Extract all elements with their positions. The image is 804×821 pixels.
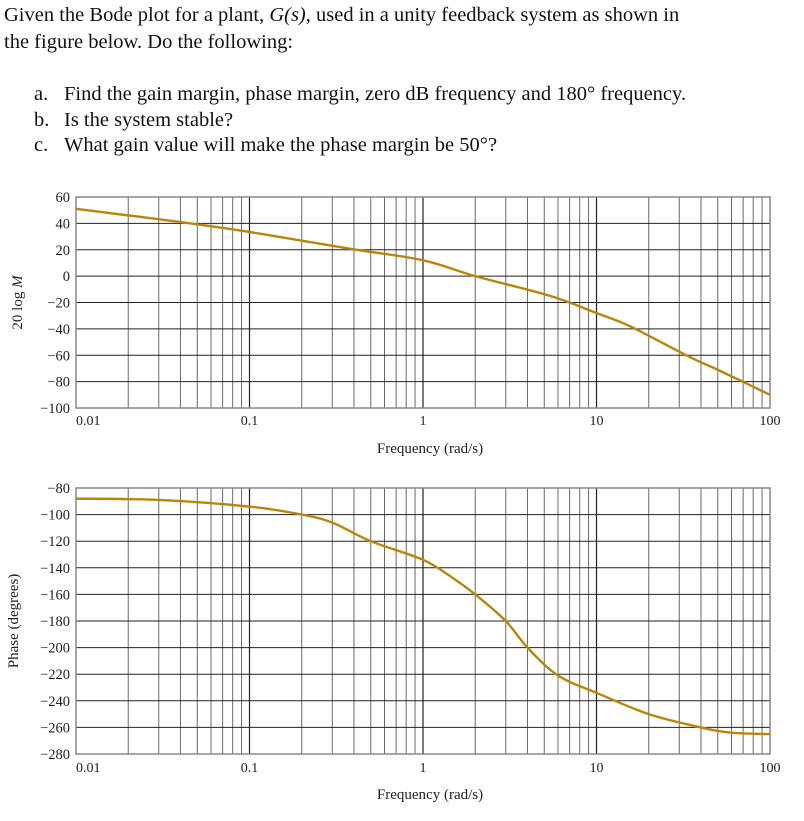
y-tick-label: −120 [40, 534, 70, 550]
x-axis-label: Frequency (rad/s) [377, 441, 483, 457]
prompt-line-1: Given the Bode plot for a plant, G(s), u… [4, 2, 804, 29]
y-axis-label: 20 log M [10, 274, 26, 330]
prompt-line-2: the figure below. Do the following: [4, 31, 294, 53]
plot-frame [75, 487, 771, 755]
plot-frame [75, 196, 771, 409]
x-tick-label: 100 [760, 761, 781, 776]
y-tick-label: 0 [63, 269, 70, 285]
y-tick-label: −200 [40, 641, 70, 657]
x-tick-label: 1 [420, 414, 427, 429]
y-tick-label: −160 [40, 587, 70, 603]
y-tick-label: −80 [47, 481, 70, 497]
question-list: a. Find the gain margin, phase margin, ze… [34, 82, 686, 159]
y-tick-label: −60 [47, 348, 70, 364]
prompt-text: Given the Bode plot for a plant, [4, 4, 270, 26]
phase-curve [75, 497, 771, 736]
y-tick-label: −140 [40, 561, 70, 577]
y-tick-label: −260 [40, 720, 70, 736]
question-text: What gain value will make the phase marg… [64, 134, 498, 156]
y-tick-label: −240 [40, 694, 70, 710]
x-tick-label: 1 [420, 761, 427, 776]
x-tick-label: 0.01 [76, 414, 101, 429]
x-axis-label: Frequency (rad/s) [377, 787, 483, 803]
x-tick-label: 10 [590, 761, 604, 776]
prompt-text: , used in a unity feedback system as sho… [305, 4, 680, 26]
question-label: b. [34, 108, 50, 131]
x-tick-label: 100 [760, 414, 781, 429]
question-text: Find the gain margin, phase margin, zero… [64, 83, 687, 105]
y-tick-label: 60 [56, 190, 71, 206]
magnitude-plot: 60 40 20 0 −20 −40 −60 −80 −100 0.01 0.1 1 10 100 Freq… [10, 190, 781, 457]
question-b: b. Is the system stable? [34, 108, 686, 134]
x-tick-label: 0.1 [241, 761, 259, 776]
y-tick-label: −220 [40, 667, 70, 683]
y-tick-label: −280 [40, 747, 70, 763]
problem-statement: Given the Bode plot for a plant, G(s), u… [4, 2, 804, 56]
y-tick-label: −100 [40, 401, 70, 417]
question-c: c. What gain value will make the phase ma… [34, 133, 686, 159]
y-axis-label: Phase (degrees) [6, 574, 22, 669]
x-tick-label: 10 [590, 414, 604, 429]
question-label: c. [34, 134, 49, 156]
phase-plot: −80 −100 −120 −140 −160 −180 −200 −220 −240 −260 −… [6, 481, 781, 803]
y-tick-label: −20 [47, 296, 70, 312]
question-text: Is the system stable? [64, 108, 234, 131]
plant-symbol: G(s) [269, 4, 306, 26]
y-tick-label: 40 [56, 216, 71, 232]
y-tick-label: −100 [40, 508, 70, 524]
y-tick-label: 20 [56, 243, 71, 259]
magnitude-curve [75, 207, 771, 396]
x-tick-label: 0.01 [76, 761, 101, 776]
y-tick-label: −80 [47, 375, 70, 391]
y-tick-label: −40 [47, 322, 70, 338]
question-label: a. [34, 83, 49, 105]
question-a: a. Find the gain margin, phase margin, ze… [34, 82, 686, 108]
x-tick-label: 0.1 [241, 414, 259, 429]
y-tick-label: −180 [40, 614, 70, 630]
